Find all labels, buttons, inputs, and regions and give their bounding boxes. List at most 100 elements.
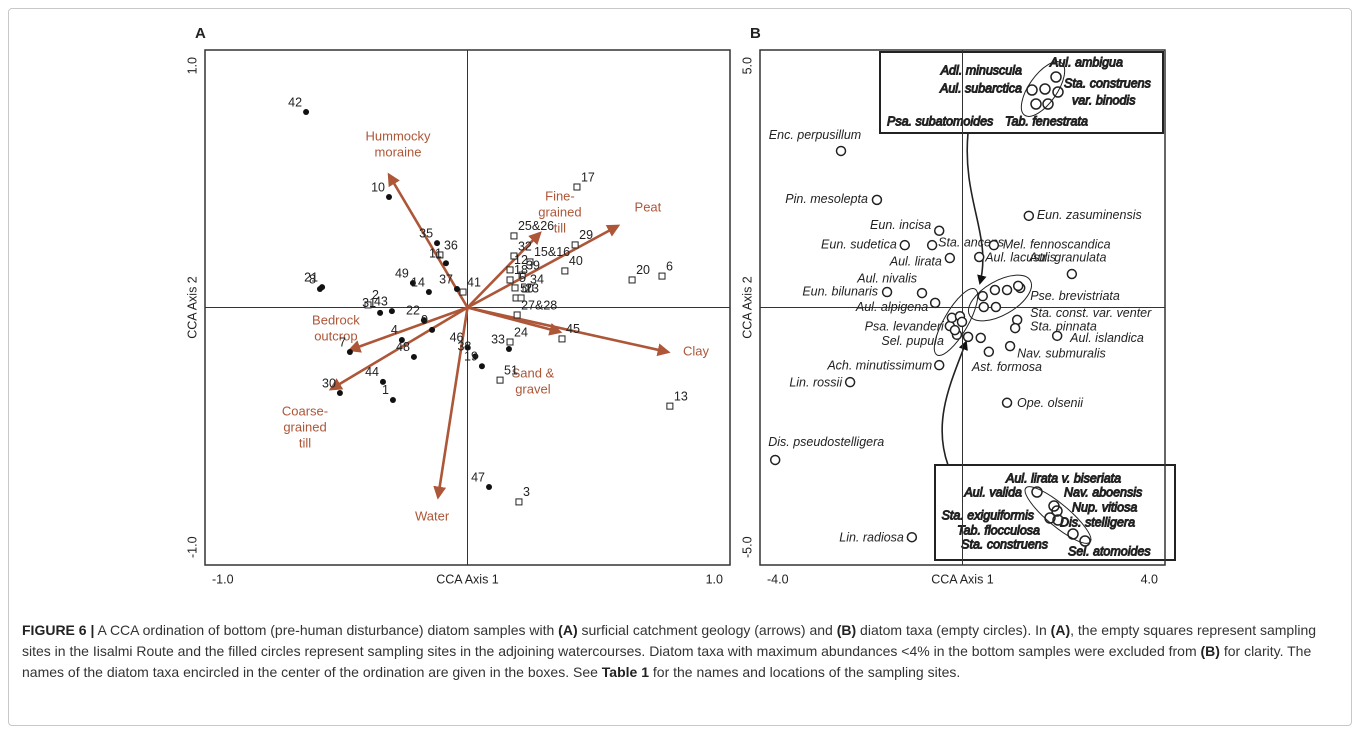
- panel: A CCA Axis 1 CCA Axis 2 -1.0 1.0 -1.0 1.0 Hummo…: [185, 25, 731, 586]
- point-label: 6: [666, 259, 673, 273]
- point: [434, 240, 441, 247]
- arrow-label: Sand &: [512, 365, 555, 380]
- point: [388, 308, 395, 315]
- x-axis-label: CCA Axis 1: [436, 572, 499, 586]
- point: [454, 285, 460, 292]
- point-label: Eun. sudetica: [821, 237, 897, 251]
- point-label: 10: [371, 180, 385, 194]
- point-label: Eun. bilunaris: [802, 284, 878, 298]
- arrow-label: Bedrock: [312, 312, 360, 327]
- box-taxon-label: Psa. subatomoides: [887, 114, 993, 128]
- y-tick-label: -1.0: [185, 536, 199, 558]
- caption-text: for clarity. The names of the diatom tax…: [22, 643, 1312, 680]
- panel: B CCA Axis 1 CCA Axis 2 -4.0 4.0 -5.0 5.0 Enc. …: [740, 25, 1166, 586]
- y-tick-label: 5.0: [740, 57, 754, 74]
- point-label: 14: [411, 275, 425, 289]
- taxa-box: [879, 51, 1164, 134]
- arrow-label: Clay: [683, 343, 710, 358]
- point: [1001, 284, 1013, 296]
- box-taxon-label: Aul. valida: [963, 485, 1022, 499]
- point-label: 25&26: [518, 219, 554, 233]
- point: [977, 290, 988, 302]
- connector-arrow: [966, 132, 987, 285]
- point-label: Sta. pinnata: [1030, 319, 1097, 333]
- caption-text: for the names and locations of the sampl…: [649, 664, 961, 680]
- point: [983, 346, 995, 358]
- point: [944, 252, 956, 264]
- box-circle: [1067, 528, 1079, 540]
- point-label: 18: [514, 263, 528, 277]
- x-tick-label: 4.0: [1141, 572, 1158, 586]
- point-label: 44: [365, 365, 379, 379]
- point-label: Eun. incisa: [870, 218, 931, 232]
- point-label: 3: [523, 485, 530, 499]
- point: [364, 301, 372, 309]
- point: [769, 454, 781, 466]
- point-label: 1: [382, 383, 389, 397]
- point-label: 35: [419, 226, 433, 240]
- arrow-label: outcrop: [314, 328, 357, 343]
- point-label: 30: [322, 376, 336, 390]
- x-axis-label: CCA Axis 1: [931, 572, 994, 586]
- point: [933, 225, 945, 237]
- point: [973, 251, 985, 263]
- point-label: 7: [339, 335, 346, 349]
- point-label: 41: [467, 275, 481, 289]
- box-circle: [1050, 71, 1062, 83]
- x-tick-label: -1.0: [212, 572, 234, 586]
- point: [316, 285, 323, 292]
- point: [436, 251, 444, 259]
- point-label: 21: [304, 270, 318, 284]
- point-label: Psa. levanderi: [865, 319, 945, 333]
- arrow-label: Coarse-: [282, 404, 328, 419]
- point-label: Aul. alpigena: [855, 300, 928, 314]
- point: [442, 260, 449, 267]
- point: [464, 344, 471, 351]
- point-label: Lin. radiosa: [839, 530, 904, 544]
- point: [558, 335, 566, 343]
- y-tick-label: 1.0: [185, 57, 199, 74]
- arrow-label: moraine: [375, 144, 422, 159]
- point: [1004, 340, 1016, 352]
- point: [916, 287, 928, 299]
- arrow-label: Hummocky: [366, 128, 432, 143]
- point: [835, 145, 847, 157]
- caption-text: (A): [1050, 622, 1071, 638]
- box-circle: [1042, 98, 1054, 110]
- y-axis-label: CCA Axis 2: [740, 276, 754, 339]
- point: [518, 271, 526, 279]
- point: [666, 402, 674, 410]
- figure: Adl. minuscula Aul. subarctica Aul. ambigu…: [185, 25, 1176, 586]
- caption-text: FIGURE 6 |: [22, 622, 95, 638]
- connector-arrow: [941, 340, 968, 466]
- point: [472, 353, 479, 360]
- point: [510, 252, 518, 260]
- point: [429, 326, 436, 333]
- point: [511, 284, 519, 292]
- point: [513, 311, 521, 319]
- point: [844, 376, 856, 388]
- point: [573, 183, 581, 191]
- point-label: Sel. pupula: [881, 334, 944, 348]
- point-label: 33: [491, 332, 505, 346]
- caption-text: (B): [1200, 643, 1220, 659]
- figure-caption: FIGURE 6 | A CCA ordination of bottom (p…: [22, 620, 1340, 683]
- x-tick-label: -4.0: [767, 572, 789, 586]
- biplot-arrow: [467, 306, 563, 336]
- point: [571, 241, 579, 249]
- panel-b-decorations: Adl. minuscula Aul. subarctica Aul. ambigu…: [879, 51, 1176, 561]
- point-label: Sta. anceps: [938, 235, 1004, 249]
- box-taxon-label: Sta. construens: [961, 537, 1048, 551]
- point-label: 24: [514, 325, 528, 339]
- point-label: Enc. perpusillum: [769, 128, 861, 142]
- arrow-label: gravel: [515, 381, 551, 396]
- point-label: 17: [581, 170, 595, 184]
- point: [1023, 210, 1035, 222]
- point: [628, 276, 636, 284]
- point-label: Aul. lirata: [889, 254, 942, 268]
- point-label: 42: [288, 95, 302, 109]
- point-label: 23: [525, 281, 539, 295]
- point-label: 38: [457, 340, 471, 354]
- caption-text: A CCA ordination of bottom (pre-human di…: [94, 622, 559, 638]
- point-label: 46: [450, 331, 464, 345]
